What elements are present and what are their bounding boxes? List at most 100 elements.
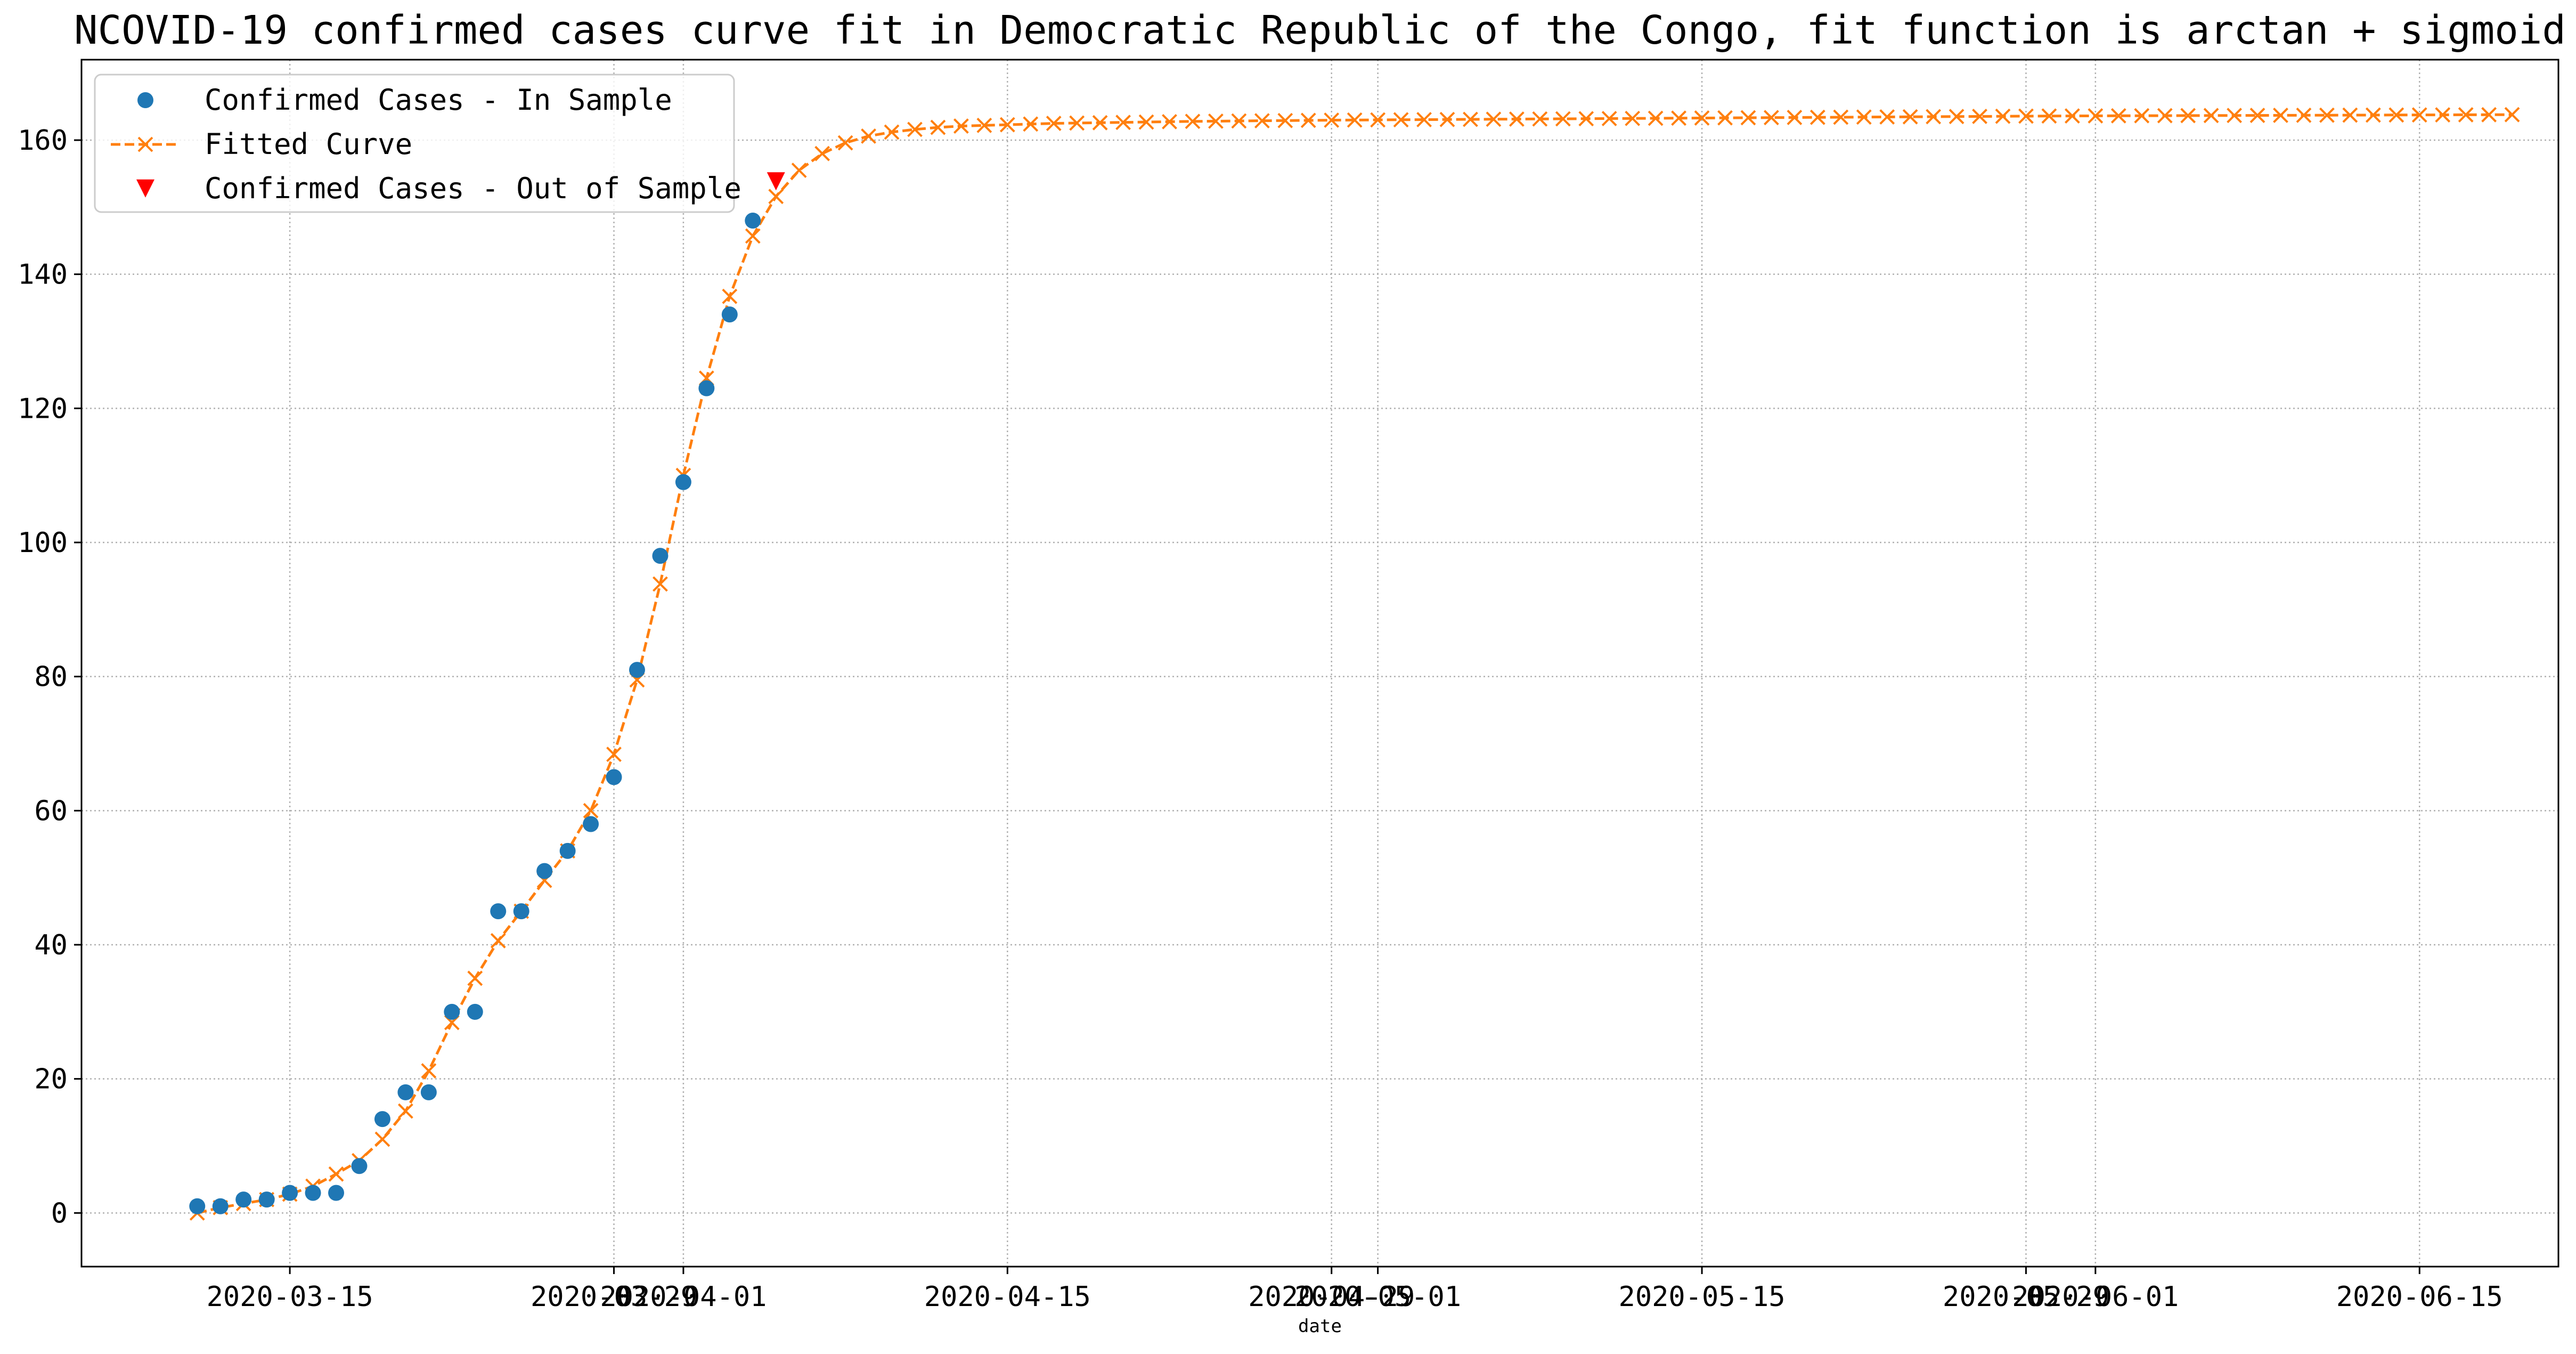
fitted-curve-point (1231, 113, 1247, 129)
fitted-curve-point (2481, 107, 2497, 123)
fitted-curve-point (2342, 107, 2358, 123)
fitted-curve-point (421, 1063, 437, 1079)
fitted-curve-point (722, 288, 738, 304)
fitted-curve-point (791, 163, 807, 179)
fitted-curve-point (2504, 107, 2520, 123)
fitted-curve-point (2411, 107, 2427, 123)
x-tick-label: 2020-05-29 (1943, 1281, 2109, 1313)
fitted-curve-point (2249, 108, 2265, 123)
fitted-curve-point (1787, 110, 1803, 125)
x-tick-label: 2020-04-01 (600, 1281, 767, 1313)
in-sample-point (328, 1185, 345, 1201)
fitted-curve-point (1324, 112, 1340, 128)
in-sample-point (467, 1003, 483, 1020)
axes: 0 20 40 60 80 100 120 140 160 2020-03-15 2020-03-2… (18, 125, 2503, 1313)
in-sample-point (444, 1003, 460, 1020)
fitted-curve-point (1092, 115, 1108, 131)
fitted-curve-point (653, 576, 668, 592)
legend-out-of-sample-marker (136, 179, 154, 198)
fitted-curve-point (467, 970, 483, 986)
y-tick-label: 40 (34, 929, 68, 961)
legend-label: Confirmed Cases - In Sample (205, 83, 672, 117)
fitted-curve-point (861, 128, 876, 144)
fitted-curve-point (2273, 108, 2288, 123)
fitted-curve-point (1439, 111, 1455, 127)
fitted-curve-point (2365, 107, 2381, 123)
fitted-curve-point (2018, 108, 2034, 124)
fitted-curve-point (2296, 107, 2312, 123)
fitted-curve-point (1949, 109, 1964, 125)
fitted-curve-point (2110, 108, 2126, 124)
fitted-curve-point (1347, 112, 1363, 128)
fitted-curve-point (1509, 111, 1525, 127)
fitted-curve-point (2180, 108, 2196, 124)
in-sample-point (305, 1185, 321, 1201)
fitted-curve-point (2064, 108, 2080, 124)
y-tick-label: 0 (51, 1197, 68, 1229)
fitted-curve-point (1115, 115, 1131, 131)
legend-label: Confirmed Cases - Out of Sample (205, 172, 741, 205)
fitted-curve-point (2388, 107, 2404, 123)
x-tick-label: 2020-05-15 (1619, 1281, 1786, 1313)
in-sample-point (282, 1185, 298, 1201)
y-tick-label: 80 (34, 661, 68, 693)
fitted-curve-point (1995, 108, 2011, 124)
x-tick-label: 2020-06-15 (2336, 1281, 2503, 1313)
fitted-curve-point (884, 124, 900, 140)
in-sample-point (235, 1191, 252, 1208)
fitted-curve-point (1162, 113, 1177, 129)
fitted-curve-point (1694, 110, 1710, 126)
fitted-curve-point (2041, 108, 2057, 124)
fitted-curve-point (2458, 107, 2474, 123)
fitted-curve-point (1463, 111, 1478, 127)
legend-fitted-marker (137, 136, 153, 152)
x-tick-label: 2020-03-29 (531, 1281, 697, 1313)
fitted-curve-point (2088, 108, 2104, 124)
fitted-curve-point (1879, 109, 1895, 125)
fitted-curve-point (1254, 113, 1270, 129)
fitted-curve-point (328, 1166, 344, 1182)
y-tick-label: 120 (18, 393, 68, 425)
fitted-curve-point (606, 747, 622, 763)
fitted-curve-point (490, 933, 506, 948)
in-sample-point (629, 662, 645, 678)
fitted-curve-point (976, 117, 992, 133)
in-sample-point (583, 816, 599, 832)
fitted-curve-point (1833, 109, 1849, 125)
fitted-curve-point (2319, 107, 2335, 123)
fitted-curve-point (930, 119, 946, 135)
fitted-curve-point (1370, 112, 1386, 128)
in-sample-point (397, 1084, 414, 1100)
in-sample-point (606, 769, 622, 785)
legend-in-sample-marker (137, 92, 153, 108)
fitted-curve-point (374, 1131, 390, 1147)
fitted-curve-point (1393, 112, 1409, 128)
in-sample-point (351, 1158, 368, 1174)
fitted-curve-point (2203, 108, 2219, 124)
fitted-curve-point (1717, 110, 1733, 126)
in-sample-point (374, 1111, 390, 1128)
fitted-curve-point (1046, 116, 1062, 131)
fitted-curve-point (1555, 111, 1571, 127)
fitted-curve-point (1416, 112, 1432, 127)
in-sample-point (698, 380, 715, 396)
in-sample-point (675, 474, 691, 490)
fitted-curve-point (1809, 109, 1825, 125)
fitted-curve-point (1764, 110, 1779, 126)
y-tick-label: 100 (18, 527, 68, 559)
x-tick-label: 2020-05-01 (1294, 1281, 1461, 1313)
y-tick-label: 20 (34, 1064, 68, 1096)
fitted-curve-point (814, 145, 830, 161)
fitted-curve-point (1601, 111, 1617, 126)
fitted-curve-point (1069, 115, 1085, 131)
in-sample-point (745, 213, 761, 229)
grid-lines (81, 60, 2558, 1267)
fitted-curve-point (1185, 113, 1201, 129)
fitted-curve-point (1023, 116, 1039, 132)
legend-label: Fitted Curve (205, 127, 412, 161)
fitted-curve-point (1578, 111, 1594, 127)
fitted-curve-point (2157, 108, 2173, 124)
fitted-curve-point (1532, 111, 1548, 127)
